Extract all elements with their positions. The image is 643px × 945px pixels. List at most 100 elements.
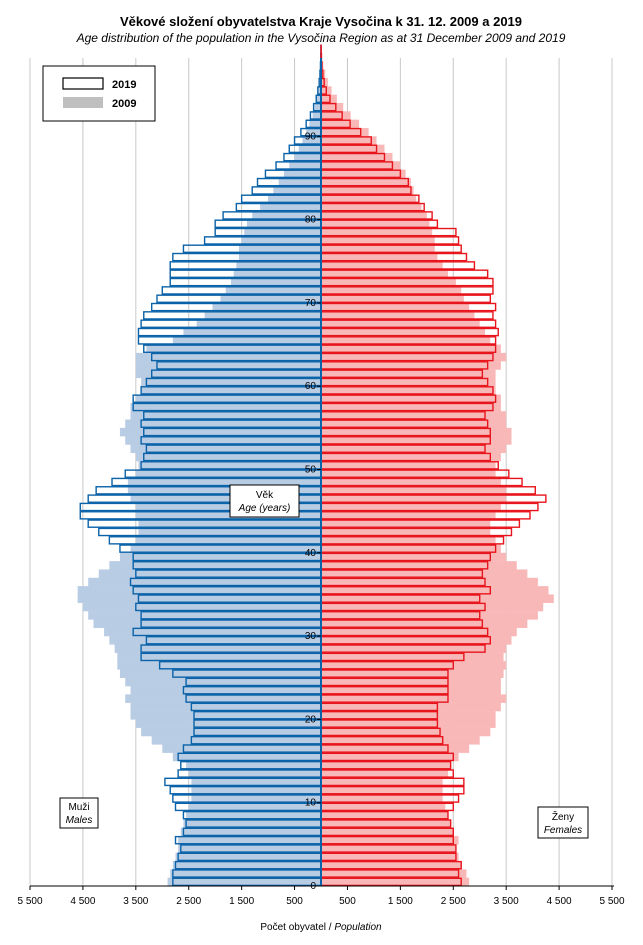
bar-2009-males bbox=[252, 211, 321, 220]
y-tick-label: 30 bbox=[305, 631, 317, 642]
bar-2009-females bbox=[321, 194, 417, 204]
bar-2009-males bbox=[238, 244, 321, 254]
males-label-box: Muži Males bbox=[59, 797, 99, 829]
bar-2009-males bbox=[289, 161, 321, 170]
bar-2009-males bbox=[130, 686, 321, 695]
bar-2009-females bbox=[321, 711, 496, 720]
bar-2009-females bbox=[321, 869, 467, 878]
bar-2009-males bbox=[225, 286, 321, 295]
bar-2009-males bbox=[191, 794, 321, 803]
x-tick-label: 1 500 bbox=[388, 896, 413, 907]
bar-2009-females bbox=[321, 686, 501, 695]
bar-2009-females bbox=[321, 544, 501, 553]
bar-2009-males bbox=[191, 777, 321, 787]
bar-2009-males bbox=[127, 486, 321, 495]
bar-2009-males bbox=[167, 877, 321, 887]
bar-2009-females bbox=[321, 561, 517, 570]
bar-2009-males bbox=[191, 786, 321, 795]
bar-2009-females bbox=[321, 352, 507, 362]
bar-2009-males bbox=[117, 652, 321, 662]
bar-2009-females bbox=[321, 169, 406, 179]
bar-2009-males bbox=[109, 561, 321, 570]
bar-2009-males bbox=[175, 852, 321, 862]
bar-2009-females bbox=[321, 511, 496, 520]
bar-2009-females bbox=[321, 727, 491, 737]
bar-2009-males bbox=[231, 277, 321, 287]
bar-2009-males bbox=[130, 711, 321, 720]
bar-2009-females bbox=[321, 211, 427, 220]
bar-2009-females bbox=[321, 436, 512, 445]
bar-2009-females bbox=[321, 844, 456, 853]
bar-2009-females bbox=[321, 361, 501, 370]
x-tick-label: 500 bbox=[339, 896, 356, 907]
bar-2009-females bbox=[321, 577, 538, 587]
bar-2009-males bbox=[186, 811, 321, 820]
bar-2009-males bbox=[278, 177, 321, 187]
bar-2009-females bbox=[321, 261, 443, 270]
bar-2009-males bbox=[135, 469, 321, 479]
legend-label-2009: 2009 bbox=[112, 98, 136, 110]
bar-2009-males bbox=[162, 744, 321, 753]
age-label-en: Age (years) bbox=[238, 503, 291, 514]
chart-subtitle: Age distribution of the population in th… bbox=[76, 31, 566, 45]
bar-2009-females bbox=[321, 127, 369, 137]
bar-2009-males bbox=[125, 436, 322, 445]
bar-2009-females bbox=[321, 236, 435, 245]
bar-2009-females bbox=[321, 811, 448, 820]
bar-2009-males bbox=[135, 719, 321, 728]
age-label-box: Věk Age (years) bbox=[229, 484, 300, 518]
bar-2009-females bbox=[321, 652, 504, 662]
bar-2009-males bbox=[186, 761, 321, 770]
bar-2009-males bbox=[125, 694, 322, 703]
bar-2009-females bbox=[321, 286, 462, 295]
females-label-en: Females bbox=[544, 825, 582, 836]
bar-2009-females bbox=[321, 852, 459, 862]
bar-2009-females bbox=[321, 336, 491, 345]
bar-2009-males bbox=[135, 511, 321, 520]
bar-2009-females bbox=[321, 161, 401, 170]
bar-2009-females bbox=[321, 877, 470, 887]
bar-2009-males bbox=[130, 402, 321, 412]
y-tick-label: 20 bbox=[305, 714, 317, 725]
bar-2009-females bbox=[321, 486, 507, 495]
bar-2009-females bbox=[321, 302, 470, 312]
bar-2009-males bbox=[141, 377, 321, 387]
bar-2009-males bbox=[135, 502, 321, 512]
bar-2009-females bbox=[321, 452, 501, 462]
bar-2009-females bbox=[321, 402, 501, 412]
bar-2009-males bbox=[135, 369, 321, 379]
bar-2009-males bbox=[178, 836, 321, 845]
females-label-cz: Ženy bbox=[552, 810, 574, 823]
bar-2009-females bbox=[321, 219, 430, 229]
bar-2009-females bbox=[321, 611, 538, 620]
bar-2009-males bbox=[146, 344, 321, 354]
bar-2009-females bbox=[321, 536, 496, 545]
bar-2009-males bbox=[316, 94, 321, 104]
bar-2009-females bbox=[321, 327, 486, 337]
bar-2009-females bbox=[321, 802, 446, 812]
bar-2009-males bbox=[170, 869, 321, 878]
bar-2009-females bbox=[321, 719, 496, 728]
chart-title: Věkové složení obyvatelstva Kraje Vysoči… bbox=[120, 14, 522, 29]
x-tick-label: 4 500 bbox=[547, 896, 572, 907]
bar-2009-females bbox=[321, 202, 422, 212]
bar-2009-females bbox=[321, 319, 480, 329]
bar-2009-males bbox=[130, 702, 321, 712]
bar-2009-females bbox=[321, 152, 393, 162]
bar-2009-females bbox=[321, 569, 528, 578]
bar-2009-females bbox=[321, 136, 377, 145]
x-tick-label: 3 500 bbox=[123, 896, 148, 907]
age-label-cz: Věk bbox=[256, 490, 274, 501]
bar-2009-females bbox=[321, 594, 554, 603]
bar-2009-females bbox=[321, 761, 451, 770]
bar-2009-females bbox=[321, 636, 512, 645]
bar-2009-males bbox=[119, 427, 321, 437]
bar-2009-males bbox=[119, 552, 321, 562]
bar-2009-males bbox=[241, 236, 321, 245]
bar-2009-females bbox=[321, 377, 496, 387]
males-label-en: Males bbox=[66, 815, 93, 826]
y-tick-label: 70 bbox=[305, 298, 317, 309]
bar-2009-females bbox=[321, 369, 496, 379]
x-axis-label: Počet obyvatel / Population bbox=[260, 922, 382, 933]
x-axis-label-cz: Počet obyvatel / bbox=[260, 922, 331, 933]
